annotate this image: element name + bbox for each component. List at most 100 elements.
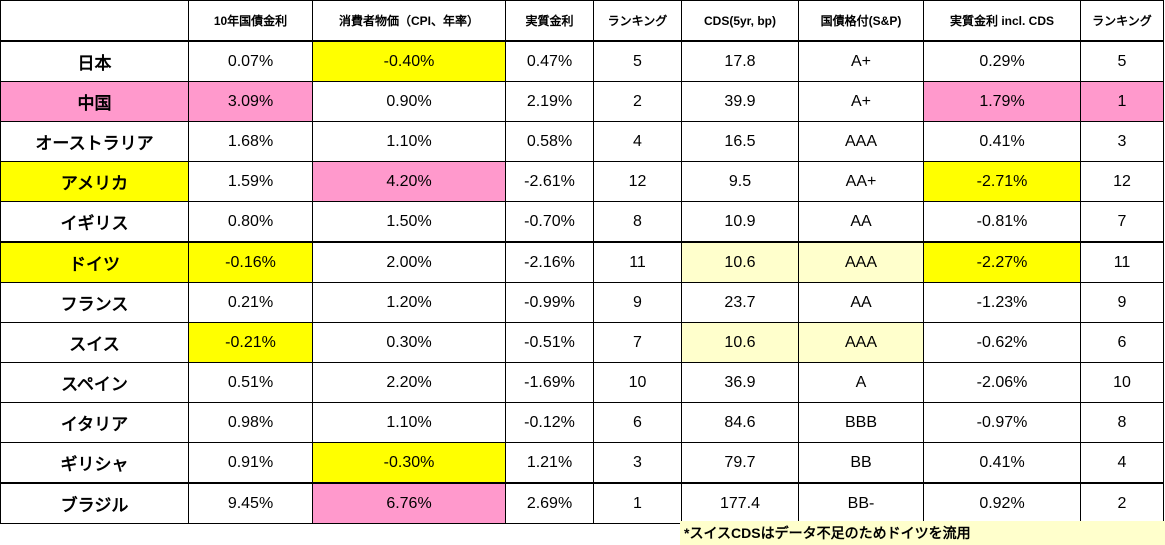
table-row: ブラジル 9.45% 6.76% 2.69% 1 177.4 BB- 0.92% 2 (0, 482, 1164, 524)
cell-rating: AA (798, 282, 924, 323)
cell-cpi: 2.20% (312, 362, 506, 403)
table-header: 10年国債金利 消費者物価（CPI、年率） 実質金利 ランキング CDS(5yr… (0, 0, 1164, 42)
cell-real-rate: -1.69% (505, 362, 594, 403)
cell-cds: 10.9 (681, 201, 799, 243)
cell-rating: BBB (798, 402, 924, 443)
cell-ranking: 9 (593, 282, 682, 323)
table-row: スイス -0.21% 0.30% -0.51% 7 10.6 AAA -0.62% 6 (0, 322, 1164, 363)
header-country (0, 0, 189, 42)
cell-real-rate: -0.99% (505, 282, 594, 323)
cell-yield-10y: 0.07% (188, 40, 313, 82)
header-10y-yield: 10年国債金利 (188, 0, 313, 42)
footnote: *スイスCDSはデータ不足のためドイツを流用 (680, 521, 1165, 545)
cell-cds: 10.6 (681, 241, 799, 283)
cell-real-rate-incl-cds: 0.92% (923, 482, 1081, 524)
cell-cpi: 1.50% (312, 201, 506, 243)
cell-ranking-incl-cds: 9 (1080, 282, 1164, 323)
cell-real-rate: 2.69% (505, 482, 594, 524)
cell-yield-10y: 0.98% (188, 402, 313, 443)
cell-ranking: 2 (593, 81, 682, 122)
cell-real-rate: -2.16% (505, 241, 594, 283)
cell-cpi: 4.20% (312, 161, 506, 202)
cell-ranking: 3 (593, 442, 682, 484)
cell-real-rate: 0.47% (505, 40, 594, 82)
cell-yield-10y: 1.68% (188, 121, 313, 162)
cell-real-rate: -0.51% (505, 322, 594, 363)
table-row: イタリア 0.98% 1.10% -0.12% 6 84.6 BBB -0.97% 8 (0, 402, 1164, 443)
cell-yield-10y: -0.21% (188, 322, 313, 363)
table-row: イギリス 0.80% 1.50% -0.70% 8 10.9 AA -0.81% 7 (0, 201, 1164, 243)
cell-ranking-incl-cds: 7 (1080, 201, 1164, 243)
cell-country: スイス (0, 322, 189, 363)
cell-rating: AA+ (798, 161, 924, 202)
cell-ranking-incl-cds: 4 (1080, 442, 1164, 484)
header-ranking: ランキング (593, 0, 682, 42)
table-row: 中国 3.09% 0.90% 2.19% 2 39.9 A+ 1.79% 1 (0, 81, 1164, 122)
cell-country: 日本 (0, 40, 189, 82)
cell-country: イギリス (0, 201, 189, 243)
cell-yield-10y: -0.16% (188, 241, 313, 283)
cell-rating: AAA (798, 241, 924, 283)
cell-real-rate: -0.12% (505, 402, 594, 443)
cell-country: ドイツ (0, 241, 189, 283)
cell-cds: 10.6 (681, 322, 799, 363)
cell-country: オーストラリア (0, 121, 189, 162)
cell-ranking-incl-cds: 1 (1080, 81, 1164, 122)
table-row: ギリシャ 0.91% -0.30% 1.21% 3 79.7 BB 0.41% 4 (0, 442, 1164, 484)
cell-yield-10y: 1.59% (188, 161, 313, 202)
cell-real-rate: 1.21% (505, 442, 594, 484)
cell-cds: 39.9 (681, 81, 799, 122)
cell-rating: AAA (798, 322, 924, 363)
cell-real-rate: 0.58% (505, 121, 594, 162)
cell-yield-10y: 0.21% (188, 282, 313, 323)
table-row: アメリカ 1.59% 4.20% -2.61% 12 9.5 AA+ -2.71% 12 (0, 161, 1164, 202)
table-row: オーストラリア 1.68% 1.10% 0.58% 4 16.5 AAA 0.41% 3 (0, 121, 1164, 162)
cell-country: ブラジル (0, 482, 189, 524)
cell-cpi: 1.10% (312, 121, 506, 162)
cell-rating: BB- (798, 482, 924, 524)
real-interest-rate-table: 10年国債金利 消費者物価（CPI、年率） 実質金利 ランキング CDS(5yr… (0, 0, 1164, 524)
cell-ranking-incl-cds: 8 (1080, 402, 1164, 443)
cell-rating: AAA (798, 121, 924, 162)
cell-ranking: 10 (593, 362, 682, 403)
cell-cpi: 2.00% (312, 241, 506, 283)
cell-real-rate-incl-cds: -2.06% (923, 362, 1081, 403)
cell-cpi: -0.30% (312, 442, 506, 484)
cell-yield-10y: 0.51% (188, 362, 313, 403)
cell-ranking-incl-cds: 11 (1080, 241, 1164, 283)
header-cpi: 消費者物価（CPI、年率） (312, 0, 506, 42)
cell-rating: AA (798, 201, 924, 243)
table-body: 日本 0.07% -0.40% 0.47% 5 17.8 A+ 0.29% 5 中国 3.09% 0.… (0, 40, 1164, 524)
cell-ranking: 5 (593, 40, 682, 82)
cell-yield-10y: 0.80% (188, 201, 313, 243)
cell-real-rate: 2.19% (505, 81, 594, 122)
cell-ranking-incl-cds: 6 (1080, 322, 1164, 363)
cell-country: スペイン (0, 362, 189, 403)
cell-yield-10y: 3.09% (188, 81, 313, 122)
table-row: スペイン 0.51% 2.20% -1.69% 10 36.9 A -2.06% 10 (0, 362, 1164, 403)
cell-ranking: 8 (593, 201, 682, 243)
cell-ranking: 11 (593, 241, 682, 283)
cell-country: 中国 (0, 81, 189, 122)
cell-ranking: 1 (593, 482, 682, 524)
cell-cds: 23.7 (681, 282, 799, 323)
cell-ranking-incl-cds: 5 (1080, 40, 1164, 82)
table-row: フランス 0.21% 1.20% -0.99% 9 23.7 AA -1.23% 9 (0, 282, 1164, 323)
cell-cds: 36.9 (681, 362, 799, 403)
table-row: 日本 0.07% -0.40% 0.47% 5 17.8 A+ 0.29% 5 (0, 40, 1164, 82)
cell-real-rate-incl-cds: -0.81% (923, 201, 1081, 243)
cell-cds: 9.5 (681, 161, 799, 202)
cell-cpi: 6.76% (312, 482, 506, 524)
cell-rating: A+ (798, 40, 924, 82)
cell-cpi: 1.10% (312, 402, 506, 443)
cell-country: イタリア (0, 402, 189, 443)
table-row: ドイツ -0.16% 2.00% -2.16% 11 10.6 AAA -2.27% 11 (0, 241, 1164, 283)
cell-yield-10y: 9.45% (188, 482, 313, 524)
cell-real-rate-incl-cds: -0.97% (923, 402, 1081, 443)
cell-real-rate-incl-cds: -2.27% (923, 241, 1081, 283)
cell-real-rate-incl-cds: 0.41% (923, 121, 1081, 162)
cell-ranking-incl-cds: 12 (1080, 161, 1164, 202)
cell-ranking-incl-cds: 3 (1080, 121, 1164, 162)
cell-cds: 16.5 (681, 121, 799, 162)
cell-cds: 84.6 (681, 402, 799, 443)
